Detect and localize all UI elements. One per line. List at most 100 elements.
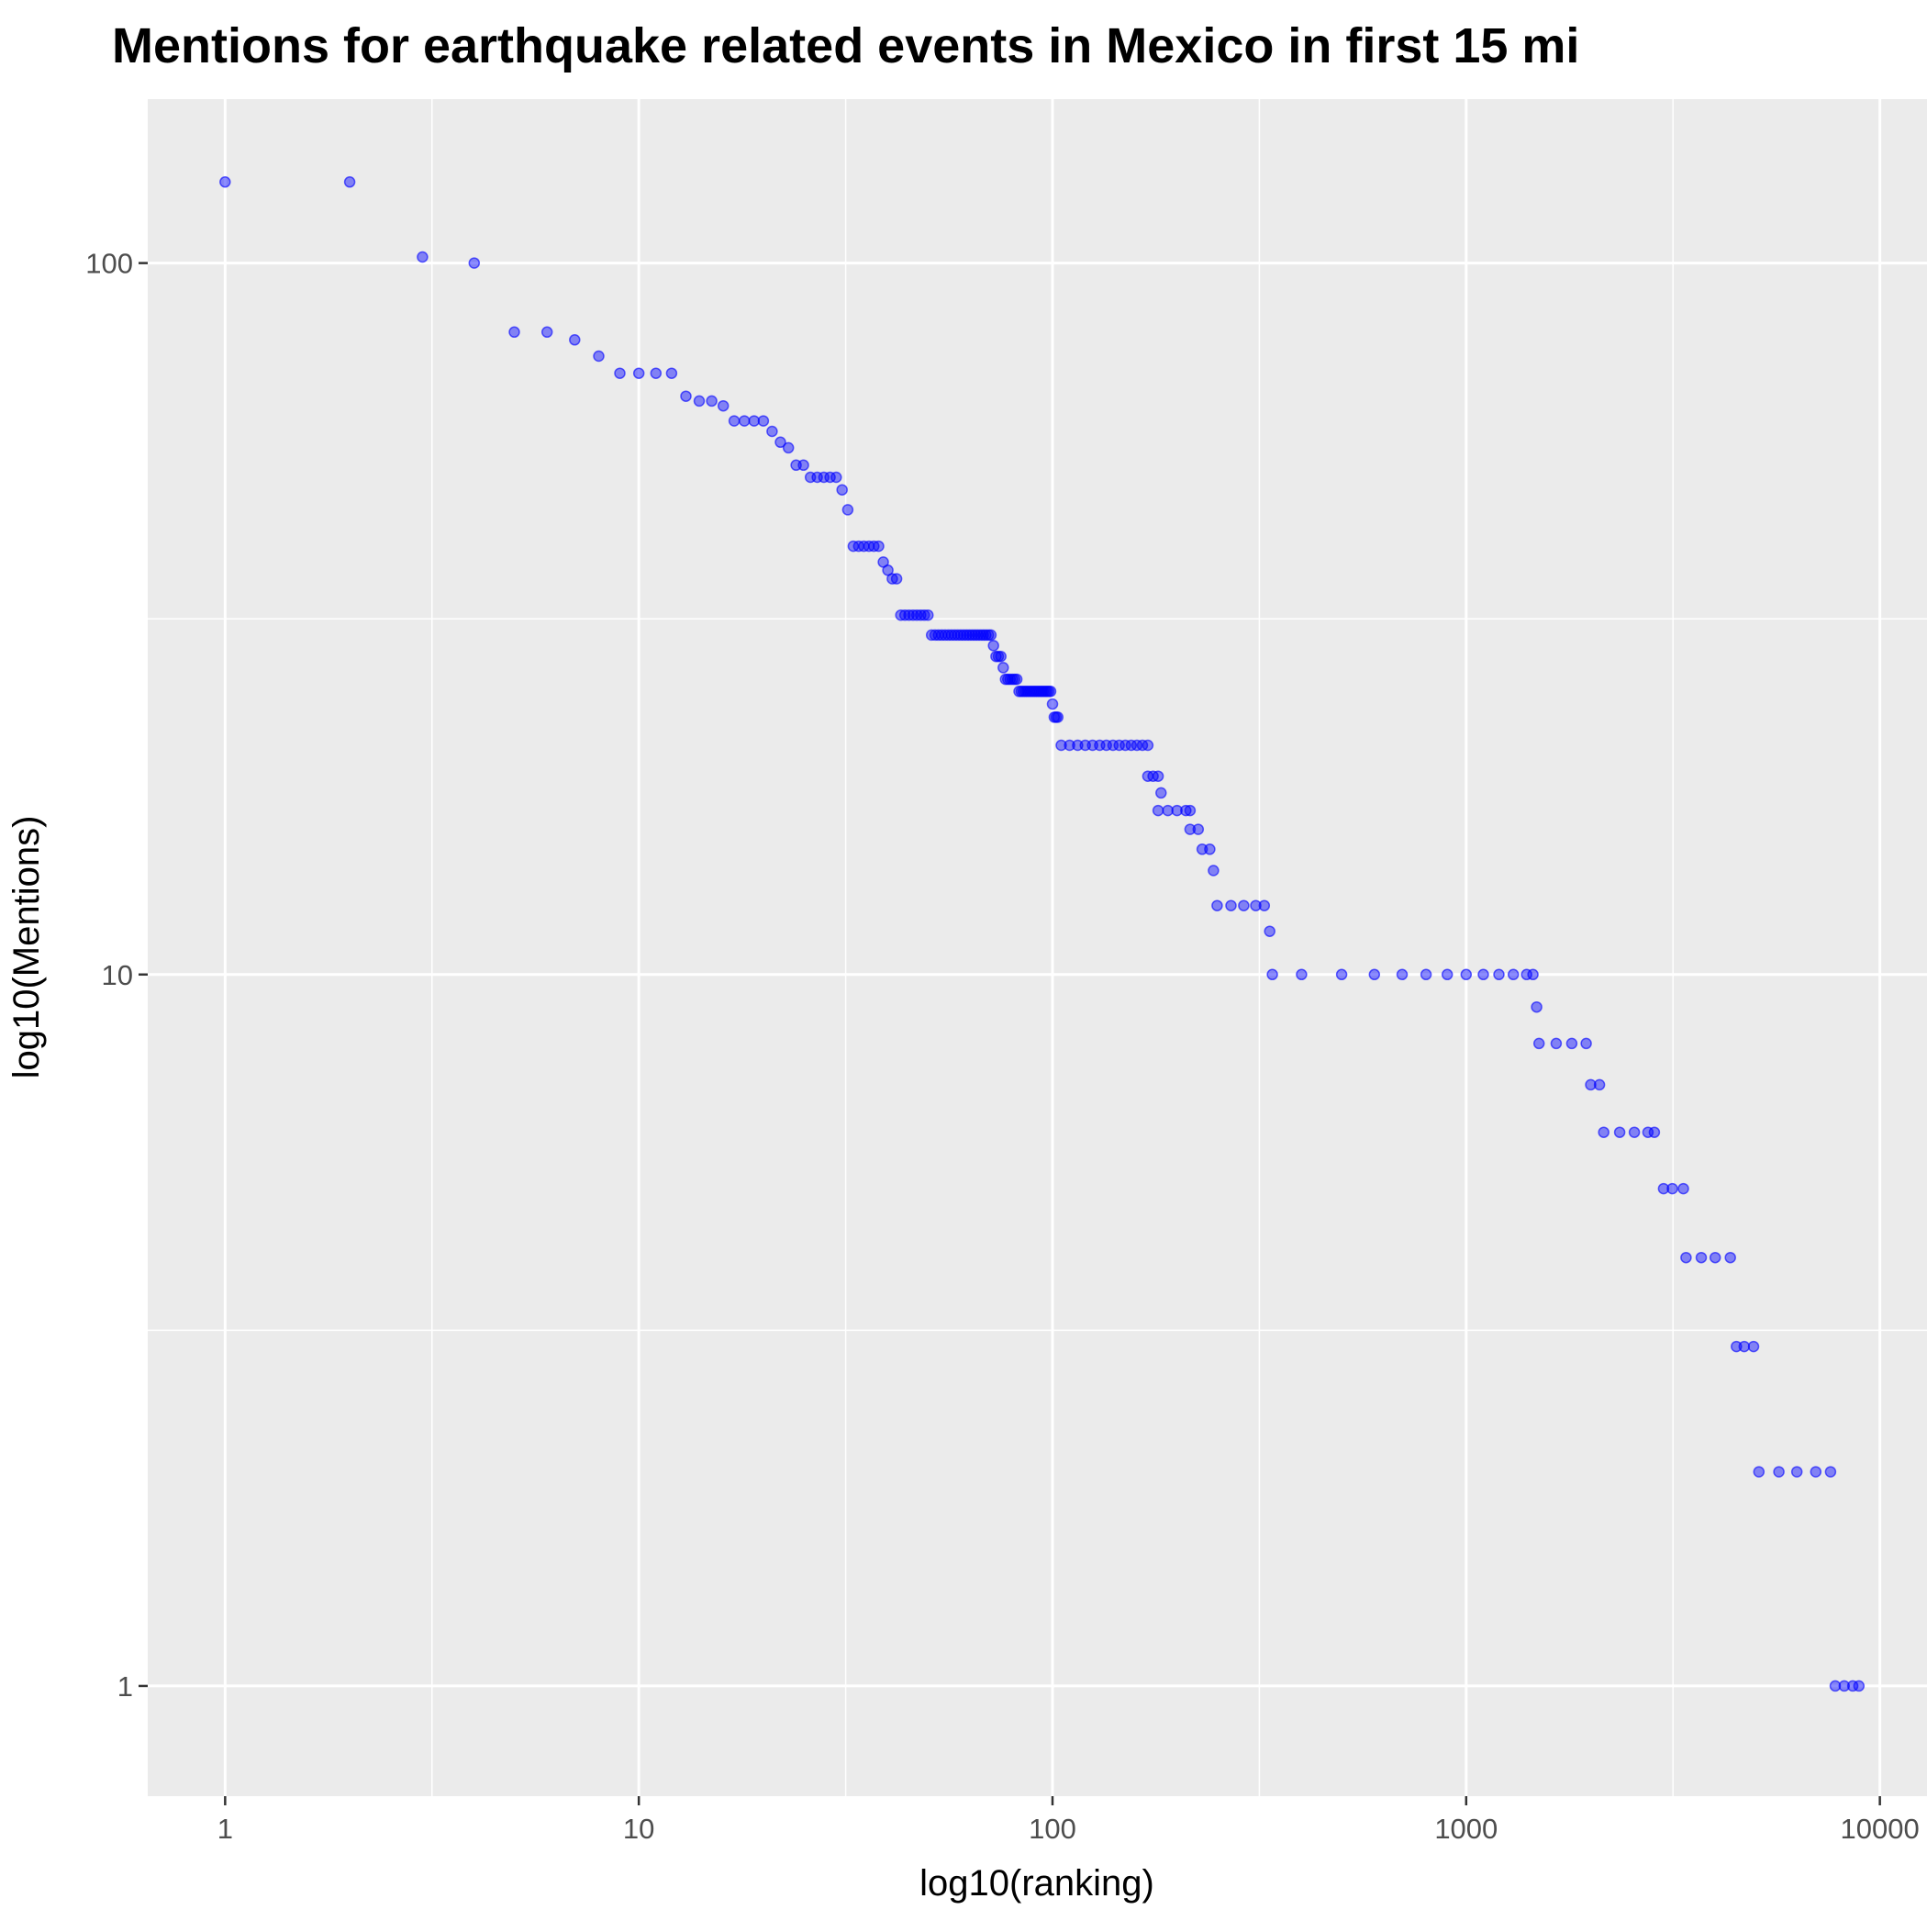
- x-axis-label: log10(ranking): [919, 1863, 1154, 1904]
- axis-layer: 1 10 100 1000 10000 1 10 100: [85, 248, 1919, 1845]
- data-point: [1258, 899, 1271, 911]
- data-point: [1565, 1037, 1578, 1050]
- grid-layer: [148, 99, 1927, 1796]
- data-point: [1155, 787, 1167, 799]
- data-point: [1666, 1182, 1678, 1195]
- data-point: [706, 395, 718, 408]
- data-point: [952, 629, 964, 642]
- data-point: [343, 176, 356, 188]
- data-point: [508, 326, 520, 339]
- data-point: [1225, 899, 1237, 911]
- data-point: [1628, 1126, 1641, 1138]
- y-tick-label: 10: [102, 959, 133, 991]
- data-point: [1532, 1037, 1545, 1050]
- data-point: [797, 459, 809, 472]
- data-point: [1152, 770, 1164, 782]
- data-point: [1853, 1680, 1866, 1692]
- data-point: [1204, 843, 1216, 855]
- data-point: [1296, 968, 1308, 981]
- data-point: [632, 367, 645, 379]
- data-point: [1810, 1466, 1822, 1478]
- data-point: [1824, 1466, 1837, 1478]
- data-point: [766, 425, 778, 438]
- data-point: [569, 334, 581, 346]
- data-point: [1790, 1466, 1803, 1478]
- data-point: [757, 415, 770, 427]
- data-point: [1044, 686, 1057, 698]
- data-point: [1598, 1126, 1610, 1138]
- data-point: [219, 176, 231, 188]
- data-point: [748, 415, 761, 427]
- data-point: [1527, 968, 1539, 981]
- data-point: [1052, 711, 1064, 723]
- data-point: [997, 662, 1009, 674]
- data-point: [1657, 1182, 1670, 1195]
- data-point: [903, 609, 915, 621]
- data-point: [693, 395, 706, 408]
- data-point: [1046, 698, 1059, 710]
- data-point: [1680, 1251, 1692, 1264]
- data-point: [1055, 739, 1067, 752]
- data-point: [1064, 739, 1075, 752]
- data-point: [1648, 1126, 1661, 1138]
- data-point: [1838, 1680, 1851, 1692]
- data-point: [886, 573, 898, 585]
- data-point: [1460, 968, 1473, 981]
- data-point: [1192, 823, 1205, 835]
- data-point: [1162, 804, 1174, 817]
- x-tick-label: 100: [1029, 1813, 1076, 1845]
- data-point: [890, 573, 903, 585]
- data-point: [919, 609, 930, 621]
- data-point: [614, 367, 626, 379]
- data-point: [841, 504, 854, 516]
- x-tick-label: 10000: [1841, 1813, 1920, 1845]
- data-point: [1010, 673, 1023, 686]
- data-point: [1238, 899, 1250, 911]
- data-point: [728, 415, 741, 427]
- data-point: [468, 257, 481, 269]
- data-point: [680, 390, 692, 402]
- data-point: [1180, 804, 1192, 817]
- data-point: [1250, 899, 1262, 911]
- data-point: [1747, 1340, 1760, 1353]
- y-axis-label: log10(Mentions): [6, 816, 47, 1079]
- data-point: [1208, 865, 1220, 877]
- x-tick-label: 1000: [1434, 1813, 1498, 1845]
- data-point: [985, 629, 997, 642]
- data-point: [774, 436, 786, 449]
- data-point: [1184, 804, 1197, 817]
- data-point: [1441, 968, 1454, 981]
- data-point: [593, 350, 605, 363]
- data-point: [1184, 823, 1197, 835]
- data-point: [987, 640, 999, 652]
- data-point: [1420, 968, 1432, 981]
- data-point: [1550, 1037, 1563, 1050]
- data-point: [1709, 1251, 1721, 1264]
- data-point: [1211, 899, 1223, 911]
- data-point: [873, 540, 885, 553]
- data-point: [895, 609, 907, 621]
- y-tick-label: 1: [117, 1670, 133, 1703]
- plot-panel: [148, 99, 1927, 1796]
- data-point: [1507, 968, 1520, 981]
- data-point: [1695, 1251, 1708, 1264]
- data-point: [540, 326, 553, 339]
- data-point: [1264, 925, 1275, 937]
- data-point: [922, 609, 934, 621]
- data-point: [1585, 1078, 1597, 1091]
- data-point: [1724, 1251, 1736, 1264]
- data-point: [1266, 968, 1278, 981]
- data-point: [1738, 1340, 1751, 1353]
- chart-title: Mentions for earthquake related events i…: [112, 18, 1579, 73]
- data-point: [782, 441, 795, 454]
- data-point: [1171, 804, 1183, 817]
- data-point: [836, 484, 848, 496]
- data-point: [898, 609, 911, 621]
- data-point: [1368, 968, 1381, 981]
- y-tick-label: 100: [85, 248, 133, 280]
- data-point: [1593, 1078, 1606, 1091]
- x-tick-label: 1: [217, 1813, 233, 1845]
- data-point: [1580, 1037, 1592, 1050]
